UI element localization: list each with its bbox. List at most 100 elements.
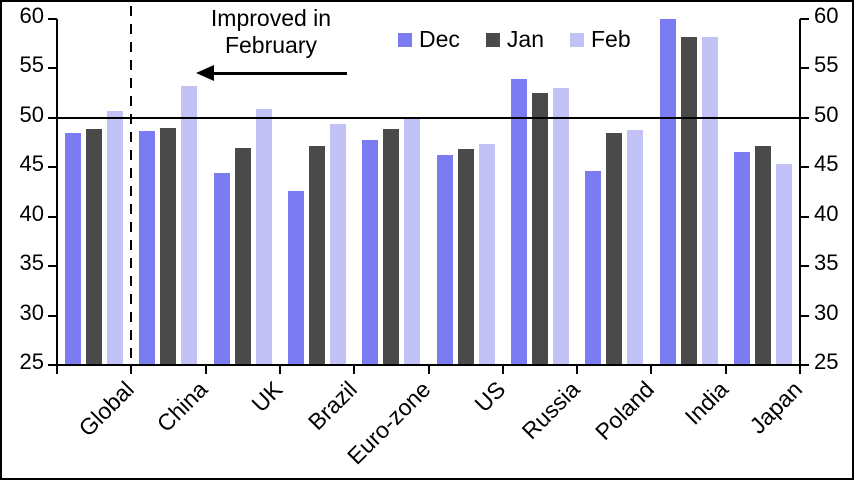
- left-axis-label-50: 50: [19, 101, 44, 127]
- category-label-us: US: [469, 376, 511, 417]
- right-axis-tick-55: [800, 67, 809, 70]
- right-axis-label-35: 35: [814, 250, 839, 276]
- legend-label-dec: Dec: [419, 26, 460, 52]
- right-axis-tick-35: [800, 265, 809, 268]
- right-axis-line: [799, 19, 801, 367]
- legend-marker-dec: [398, 32, 412, 47]
- right-axis-label-30: 30: [814, 299, 839, 325]
- bottom-axis-tick-8: [650, 365, 653, 374]
- dashed-separator-line: [130, 6, 133, 365]
- bar-india-jan: [680, 36, 697, 365]
- bar-poland-dec: [585, 171, 602, 365]
- bar-japan-feb: [775, 164, 792, 365]
- right-axis-label-25: 25: [814, 349, 839, 374]
- left-axis-tick-55: [48, 67, 57, 70]
- bar-brazil-dec: [288, 191, 305, 365]
- category-label-japan: Japan: [744, 376, 808, 439]
- left-arrow-icon: [196, 65, 214, 81]
- legend-marker-feb: [570, 32, 584, 47]
- left-axis-label-45: 45: [19, 151, 44, 177]
- bar-us-feb: [478, 143, 495, 365]
- bar-uk-jan: [234, 147, 251, 365]
- legend-label-jan: Jan: [506, 26, 544, 52]
- bottom-axis-tick-0: [56, 365, 58, 374]
- bottom-axis-tick-9: [724, 365, 727, 374]
- right-axis-tick-45: [800, 166, 809, 169]
- right-axis-label-40: 40: [814, 200, 839, 226]
- bottom-axis-tick-4: [353, 365, 356, 374]
- bar-uk-feb: [255, 108, 272, 365]
- category-label-uk: UK: [246, 376, 288, 417]
- bottom-axis-tick-5: [427, 365, 430, 374]
- bar-russia-jan: [531, 93, 548, 365]
- bar-us-dec: [436, 155, 453, 365]
- bar-euro-zone-feb: [404, 117, 421, 365]
- left-axis-line: [56, 19, 58, 367]
- category-label-poland: Poland: [589, 376, 659, 446]
- left-axis-label-35: 35: [19, 250, 44, 276]
- left-axis-label-30: 30: [19, 299, 44, 325]
- bar-poland-feb: [627, 129, 644, 365]
- bar-japan-dec: [733, 152, 750, 365]
- left-axis-tick-30: [48, 314, 57, 317]
- left-axis-tick-45: [48, 166, 57, 169]
- bar-brazil-jan: [309, 145, 326, 365]
- bar-russia-dec: [510, 79, 527, 365]
- right-axis-label-60: 60: [814, 3, 839, 28]
- category-label-china: China: [151, 376, 213, 437]
- right-axis-label-55: 55: [814, 52, 839, 78]
- legend-item-jan: Jan: [485, 26, 544, 53]
- right-axis-label-45: 45: [814, 151, 839, 177]
- bar-russia-feb: [552, 88, 569, 365]
- left-axis-tick-40: [48, 215, 57, 218]
- bar-china-feb: [181, 86, 198, 365]
- bar-global-dec: [65, 132, 82, 365]
- bar-china-dec: [139, 130, 156, 365]
- bar-euro-zone-dec: [362, 139, 379, 365]
- legend-label-feb: Feb: [591, 26, 631, 52]
- left-axis-label-55: 55: [19, 52, 44, 78]
- left-axis-tick-25: [48, 364, 57, 366]
- annotation-line2: February: [224, 32, 318, 58]
- bottom-axis-tick-6: [501, 365, 504, 374]
- legend-item-dec: Dec: [398, 26, 460, 53]
- chart-annotation: Improved in February: [160, 5, 382, 59]
- right-axis-tick-30: [800, 314, 809, 317]
- bar-us-jan: [457, 149, 474, 365]
- left-axis-tick-60: [48, 18, 57, 20]
- left-axis-label-25: 25: [19, 349, 44, 374]
- bar-brazil-feb: [330, 123, 347, 365]
- right-axis-tick-25: [800, 364, 809, 366]
- chart-legend: Dec Jan Feb: [398, 26, 631, 53]
- category-label-brazil: Brazil: [302, 376, 362, 436]
- bar-china-jan: [160, 127, 177, 365]
- category-label-russia: Russia: [516, 376, 585, 445]
- category-label-global: Global: [73, 376, 139, 442]
- bottom-axis-tick-1: [130, 365, 133, 374]
- bar-global-feb: [107, 110, 124, 365]
- bar-poland-jan: [606, 132, 623, 365]
- left-axis-label-60: 60: [19, 3, 44, 28]
- left-axis-tick-35: [48, 265, 57, 268]
- left-axis-tick-50: [48, 116, 57, 119]
- right-axis-tick-40: [800, 215, 809, 218]
- legend-marker-jan: [485, 32, 500, 47]
- bar-uk-dec: [213, 173, 230, 365]
- right-axis-tick-60: [800, 18, 809, 20]
- category-label-india: India: [679, 376, 733, 430]
- right-axis-tick-50: [800, 116, 809, 119]
- bar-global-jan: [86, 128, 103, 365]
- left-axis-label-40: 40: [19, 200, 44, 226]
- bottom-axis-tick-2: [204, 365, 207, 374]
- annotation-line1: Improved in: [210, 5, 332, 31]
- reference-line-50: [57, 116, 800, 119]
- bar-japan-jan: [754, 145, 771, 365]
- bottom-axis-tick-10: [799, 365, 801, 374]
- bottom-axis-tick-3: [278, 365, 281, 374]
- left-arrow-shaft: [211, 72, 347, 75]
- bar-india-dec: [659, 19, 676, 365]
- bar-euro-zone-jan: [383, 128, 400, 365]
- bottom-axis-tick-7: [576, 365, 579, 374]
